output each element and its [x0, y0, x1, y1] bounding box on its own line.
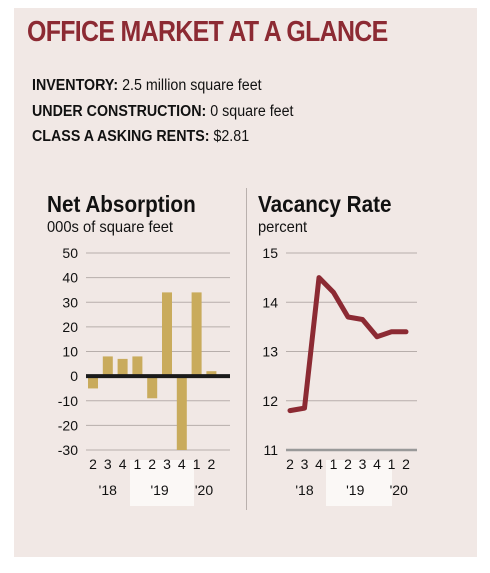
absorption-y-tick-label: 20 — [62, 319, 78, 335]
vacancy-quarter-label: 1 — [388, 456, 396, 472]
page-title: OFFICE MARKET AT A GLANCE — [27, 16, 388, 48]
absorption-quarter-label: 2 — [89, 456, 97, 472]
absorption-year-band — [130, 460, 194, 506]
absorption-quarter-label: 2 — [148, 456, 156, 472]
vacancy-quarter-label: 2 — [286, 456, 294, 472]
absorption-bar — [206, 371, 217, 377]
absorption-quarter-label: 3 — [104, 456, 112, 472]
absorption-bar — [88, 376, 98, 389]
stat-inventory: INVENTORY: 2.5 million square feet — [32, 77, 262, 95]
vacancy-quarter-label: 4 — [373, 456, 381, 472]
stat-label: UNDER CONSTRUCTION: — [32, 103, 207, 120]
stat-label: INVENTORY: — [32, 77, 119, 94]
absorption-y-tick-label: 40 — [62, 270, 78, 286]
absorption-bar — [162, 292, 172, 377]
vacancy-year-label: '18 — [295, 482, 313, 498]
vacancy-y-tick-label: 15 — [262, 245, 278, 261]
vacancy-y-tick-label: 13 — [262, 344, 278, 360]
absorption-y-tick-label: -30 — [58, 442, 78, 458]
absorption-bar — [132, 356, 143, 377]
stat-under-construction: UNDER CONSTRUCTION: 0 square feet — [32, 103, 293, 121]
stat-label: CLASS A ASKING RENTS: — [32, 128, 210, 145]
vacancy-year-band — [326, 460, 392, 506]
absorption-bar — [191, 292, 202, 377]
absorption-y-tick-label: -10 — [58, 393, 78, 409]
absorption-chart-title: Net Absorption — [47, 191, 196, 217]
absorption-quarter-label: 4 — [119, 456, 127, 472]
absorption-year-label: '18 — [99, 482, 117, 498]
vacancy-quarter-label: 2 — [344, 456, 352, 472]
vacancy-chart-subtitle: percent — [258, 219, 308, 236]
chart-divider — [246, 188, 247, 510]
vacancy-quarter-label: 3 — [301, 456, 309, 472]
stat-value: 2.5 million square feet — [122, 77, 262, 94]
absorption-quarter-label: 1 — [193, 456, 201, 472]
infographic-panel — [14, 8, 477, 557]
vacancy-year-label: '19 — [346, 482, 364, 498]
absorption-bar — [117, 358, 128, 377]
stat-value: 0 square feet — [210, 103, 294, 120]
absorption-quarter-label: 1 — [134, 456, 142, 472]
absorption-year-label: '20 — [195, 482, 213, 498]
vacancy-y-tick-label: 11 — [263, 442, 278, 458]
absorption-y-tick-label: 50 — [62, 245, 78, 261]
stat-value: $2.81 — [213, 128, 250, 145]
absorption-y-tick-label: 30 — [62, 294, 78, 310]
absorption-chart-subtitle: 000s of square feet — [47, 219, 174, 236]
vacancy-y-tick-label: 12 — [262, 393, 278, 409]
vacancy-chart-title: Vacancy Rate — [258, 191, 392, 217]
vacancy-quarter-label: 4 — [315, 456, 323, 472]
absorption-y-tick-label: -20 — [58, 417, 78, 433]
absorption-y-tick-label: 10 — [62, 344, 78, 360]
vacancy-quarter-label: 1 — [330, 456, 338, 472]
vacancy-rate-line — [287, 275, 409, 414]
stat-class-a-rents: CLASS A ASKING RENTS: $2.81 — [32, 128, 249, 146]
vacancy-y-tick-label: 14 — [262, 294, 278, 310]
vacancy-quarter-label: 2 — [402, 456, 410, 472]
absorption-bar — [102, 356, 113, 377]
absorption-quarter-label: 3 — [163, 456, 171, 472]
absorption-y-tick-label: 0 — [70, 368, 78, 384]
absorption-bar — [147, 376, 158, 399]
absorption-quarter-label: 4 — [178, 456, 186, 472]
absorption-quarter-label: 2 — [208, 456, 216, 472]
absorption-bar — [176, 376, 187, 450]
absorption-year-label: '19 — [150, 482, 168, 498]
vacancy-quarter-label: 3 — [359, 456, 367, 472]
vacancy-year-label: '20 — [390, 482, 408, 498]
